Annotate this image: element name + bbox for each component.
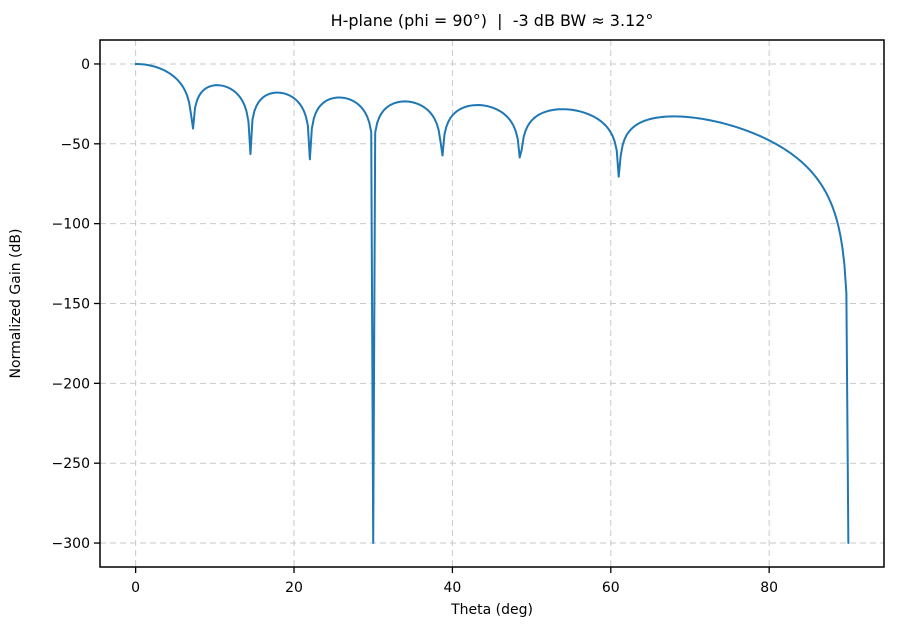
y-tick-label: −300	[52, 536, 90, 552]
y-tick-label: −100	[52, 217, 90, 233]
grid-lines	[100, 40, 884, 567]
gain-curve	[134, 62, 850, 545]
y-tick-label: −200	[52, 376, 90, 392]
y-tick-label: −50	[60, 137, 90, 153]
x-tick-label: 40	[443, 580, 461, 596]
y-tick-label: −150	[52, 297, 90, 313]
x-axis-label: Theta (deg)	[450, 602, 533, 618]
x-tick-label: 80	[760, 580, 778, 596]
x-tick-label: 0	[131, 580, 140, 596]
y-tick-label: −250	[52, 456, 90, 472]
x-tick-label: 20	[285, 580, 303, 596]
axis-ticks: 0 20 40 60 80 0 −50 −100 −150 −200 −250 −300	[52, 57, 779, 596]
x-tick-label: 60	[602, 580, 620, 596]
chart-title: H-plane (phi = 90°) | -3 dB BW ≈ 3.12°	[331, 11, 654, 30]
curve-layer	[134, 62, 850, 545]
y-tick-label: 0	[81, 57, 90, 73]
y-axis-label: Normalized Gain (dB)	[8, 229, 24, 379]
